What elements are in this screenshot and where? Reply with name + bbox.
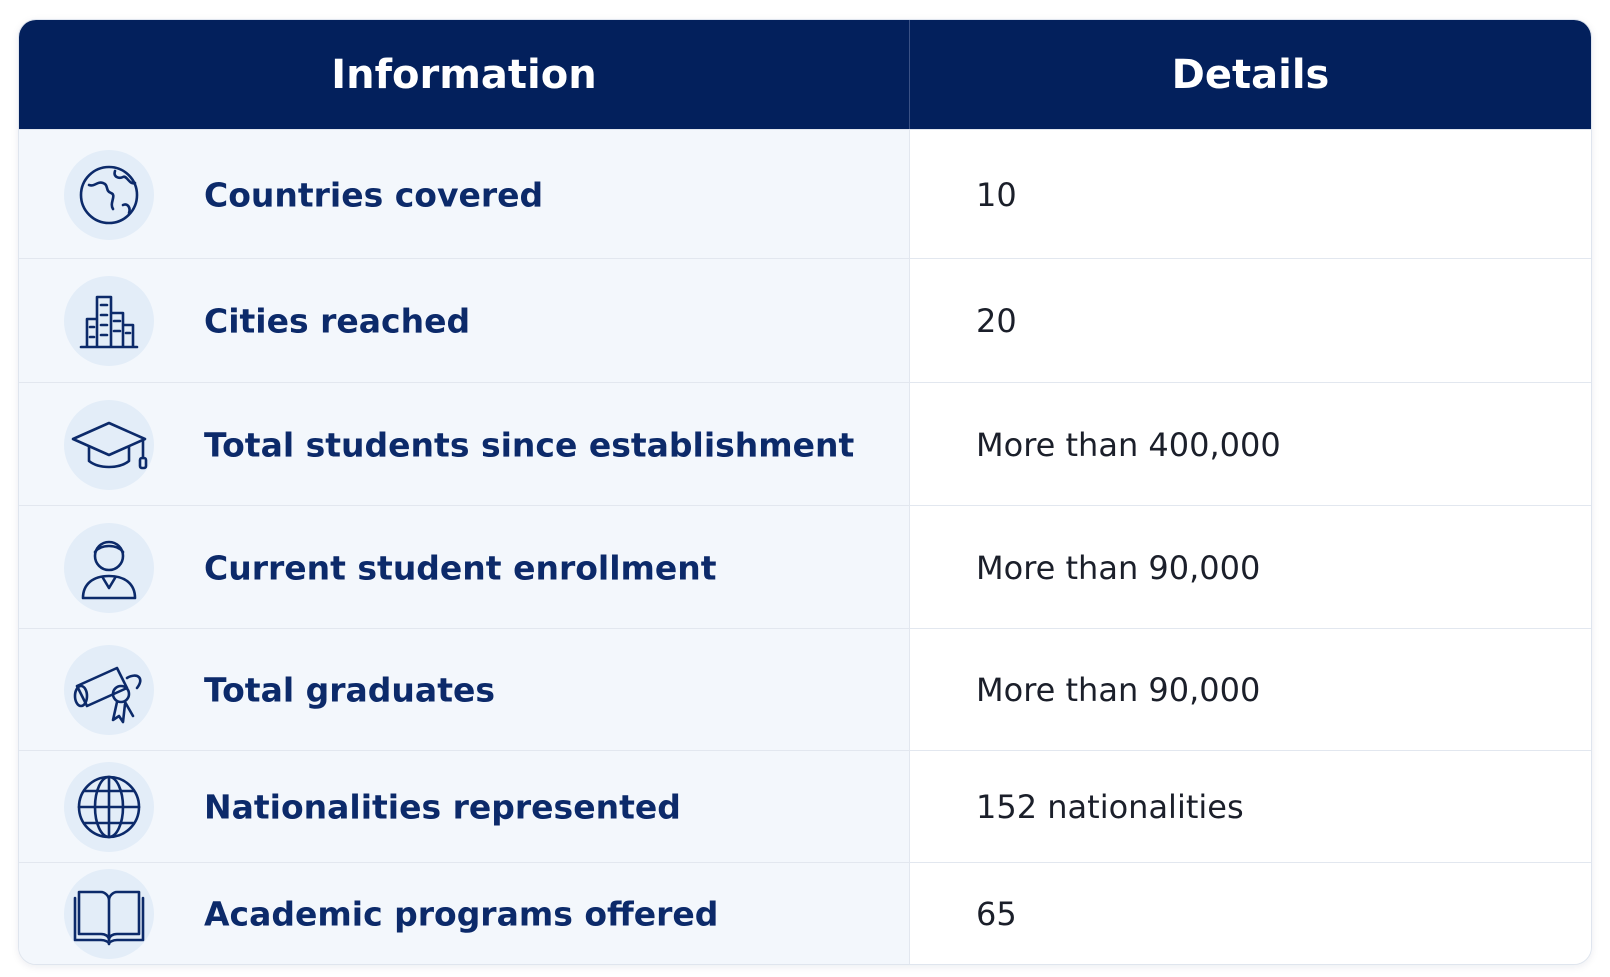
detail-value: 65 xyxy=(976,895,1017,933)
info-table: Information Details Countries covered 10 C… xyxy=(18,19,1592,965)
icon-graphic xyxy=(64,522,154,613)
row-icon xyxy=(63,522,155,614)
info-cell: Total graduates xyxy=(19,629,910,751)
info-label: Current student enrollment xyxy=(204,548,717,587)
info-label: Total students since establishment xyxy=(204,425,855,464)
icon-graphic xyxy=(64,645,154,735)
info-label: Cities reached xyxy=(204,301,471,341)
info-label: Nationalities represented xyxy=(204,787,681,827)
info-label: Academic programs offered xyxy=(204,894,719,934)
info-cell: Cities reached xyxy=(19,259,910,383)
detail-value: 10 xyxy=(976,175,1017,214)
row-icon xyxy=(63,868,155,960)
detail-value: More than 90,000 xyxy=(976,548,1261,587)
detail-cell: 152 nationalities xyxy=(910,751,1591,863)
table-row: Countries covered 10 xyxy=(19,129,1591,259)
icon-graphic xyxy=(64,149,154,240)
detail-value: 152 nationalities xyxy=(976,788,1244,826)
header-cell: Information xyxy=(19,20,910,129)
row-icon xyxy=(63,644,155,736)
table-row: Nationalities represented 152 nationaliti… xyxy=(19,750,1591,863)
info-label: Total graduates xyxy=(204,670,495,710)
table-row: Total graduates More than 90,000 xyxy=(19,628,1591,751)
row-icon xyxy=(63,399,155,491)
icon-graphic xyxy=(64,869,154,959)
info-cell: Nationalities represented xyxy=(19,751,910,863)
info-cell: Current student enrollment xyxy=(19,506,910,629)
row-icon xyxy=(63,275,155,367)
table-row: Current student enrollment More than 90,0… xyxy=(19,505,1591,629)
detail-cell: More than 90,000 xyxy=(910,506,1591,629)
row-icon xyxy=(63,149,155,241)
row-icon xyxy=(63,761,155,853)
icon-graphic xyxy=(64,399,154,490)
detail-cell: More than 90,000 xyxy=(910,629,1591,751)
info-cell: Academic programs offered xyxy=(19,863,910,964)
detail-value: More than 400,000 xyxy=(976,425,1281,464)
header-cell: Details xyxy=(910,20,1591,129)
detail-cell: 65 xyxy=(910,863,1591,964)
detail-cell: 10 xyxy=(910,130,1591,259)
info-cell: Total students since establishment xyxy=(19,383,910,506)
info-label: Countries covered xyxy=(204,175,544,214)
table-row: Cities reached 20 xyxy=(19,258,1591,383)
info-cell: Countries covered xyxy=(19,130,910,259)
detail-value: 20 xyxy=(976,302,1017,340)
detail-value: More than 90,000 xyxy=(976,671,1261,709)
table-row: Total students since establishment More t… xyxy=(19,382,1591,506)
icon-graphic xyxy=(64,276,154,366)
detail-cell: More than 400,000 xyxy=(910,383,1591,506)
table-row: Academic programs offered 65 xyxy=(19,862,1591,964)
detail-cell: 20 xyxy=(910,259,1591,383)
icon-graphic xyxy=(64,762,154,852)
